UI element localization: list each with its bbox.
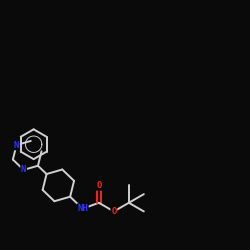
Text: N: N [14, 140, 19, 149]
Text: O: O [111, 207, 116, 216]
Text: NH: NH [77, 204, 88, 213]
Text: O: O [96, 181, 102, 190]
Text: N: N [21, 166, 26, 174]
